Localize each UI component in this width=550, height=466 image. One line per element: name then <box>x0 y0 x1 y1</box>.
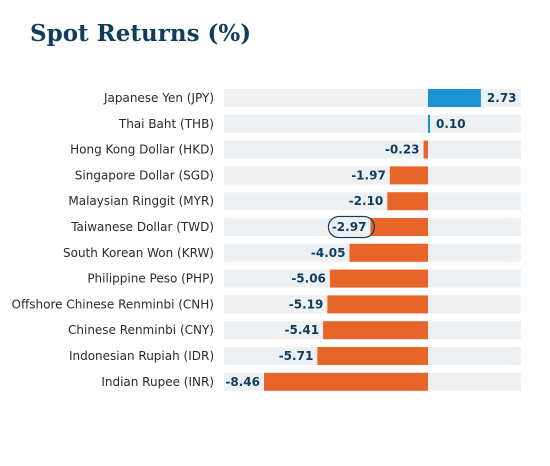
category-label-offshore-chinese-renminbi-cnh: Offshore Chinese Renminbi (CNH) <box>12 297 214 311</box>
track-malaysian-ringgit-myr <box>224 192 521 211</box>
bar-indonesian-rupiah-idr <box>317 347 428 365</box>
category-label-philippine-peso-php: Philippine Peso (PHP) <box>87 272 214 286</box>
category-label-japanese-yen-jpy: Japanese Yen (JPY) <box>103 91 214 105</box>
highlight-ring <box>327 215 376 239</box>
value-label-malaysian-ringgit-myr: -2.10 <box>349 194 384 208</box>
category-label-indonesian-rupiah-idr: Indonesian Rupiah (IDR) <box>69 349 214 363</box>
category-label-malaysian-ringgit-myr: Malaysian Ringgit (MYR) <box>68 194 214 208</box>
category-labels: Japanese Yen (JPY) Thai Baht (THB) Hong Ko… <box>12 91 214 389</box>
bar-offshore-chinese-renminbi-cnh <box>327 295 428 314</box>
bar-south-korean-won-krw <box>349 243 428 262</box>
track-thai-baht-thb <box>224 114 521 133</box>
chart-title: Spot Returns (%) <box>30 20 252 47</box>
value-label-south-korean-won-krw: -4.05 <box>311 246 346 260</box>
bar-singapore-dollar-sgd <box>389 166 428 185</box>
value-label-thai-baht-thb: 0.10 <box>436 117 466 131</box>
bar-taiwanese-dollar-twd <box>370 218 428 236</box>
bar-malaysian-ringgit-myr <box>387 192 428 211</box>
category-label-singapore-dollar-sgd: Singapore Dollar (SGD) <box>75 168 214 182</box>
value-labels: 2.73 0.10 -0.23 -1.97 -2.10 -2.97 -4.05 -5.06 -5… <box>225 91 516 389</box>
row-tracks <box>224 89 521 391</box>
value-label-taiwanese-dollar-twd: -2.97 <box>332 220 367 234</box>
category-label-indian-rupee-inr: Indian Rupee (INR) <box>101 375 214 389</box>
bar-chinese-renminbi-cny <box>323 321 428 340</box>
track-hong-kong-dollar-hkd <box>224 140 521 159</box>
category-label-hong-kong-dollar-hkd: Hong Kong Dollar (HKD) <box>70 143 214 157</box>
category-label-chinese-renminbi-cny: Chinese Renminbi (CNY) <box>68 323 214 337</box>
value-label-chinese-renminbi-cny: -5.41 <box>285 323 320 337</box>
category-label-thai-baht-thb: Thai Baht (THB) <box>118 117 214 131</box>
track-singapore-dollar-sgd <box>224 166 521 185</box>
bar-philippine-peso-php <box>329 269 428 288</box>
value-label-offshore-chinese-renminbi-cnh: -5.19 <box>289 297 324 311</box>
category-label-taiwanese-dollar-twd: Taiwanese Dollar (TWD) <box>70 220 214 234</box>
bar-hong-kong-dollar-hkd <box>423 140 428 159</box>
value-label-philippine-peso-php: -5.06 <box>291 272 326 286</box>
value-label-indian-rupee-inr: -8.46 <box>225 375 260 389</box>
value-label-japanese-yen-jpy: 2.73 <box>487 91 517 105</box>
value-label-singapore-dollar-sgd: -1.97 <box>351 168 386 182</box>
value-label-indonesian-rupiah-idr: -5.71 <box>279 349 314 363</box>
value-label-hong-kong-dollar-hkd: -0.23 <box>385 143 420 157</box>
category-label-south-korean-won-krw: South Korean Won (KRW) <box>63 246 214 260</box>
bars <box>264 89 481 391</box>
bar-thai-baht-thb <box>428 114 430 133</box>
bar-indian-rupee-inr <box>264 372 428 391</box>
bar-japanese-yen-jpy <box>428 89 481 107</box>
